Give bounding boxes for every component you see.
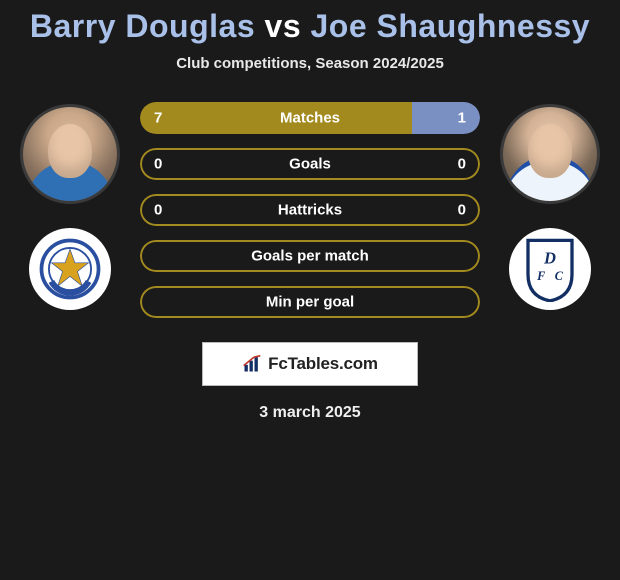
stat-value-left: 7	[154, 110, 162, 127]
stat-value-left: 0	[154, 156, 162, 173]
player1-avatar	[20, 104, 120, 204]
player2-column: D F C	[498, 100, 602, 310]
stat-value-right: 0	[458, 156, 466, 173]
stat-bars: 7 1 Matches 0 0 Goals 0 0 Hattricks Goals per mat…	[140, 100, 480, 318]
brand-label: FcTables.com	[268, 354, 378, 374]
player2-club-crest: D F C	[509, 228, 591, 310]
stat-label: Goals	[289, 156, 331, 173]
stat-label: Matches	[280, 110, 340, 127]
stat-fill-left	[140, 102, 412, 134]
stat-fill-right	[412, 102, 480, 134]
date-label: 3 march 2025	[0, 404, 620, 422]
st-johnstone-crest-icon	[39, 238, 101, 300]
stat-label: Hattricks	[278, 202, 342, 219]
subtitle: Club competitions, Season 2024/2025	[0, 55, 620, 72]
svg-text:C: C	[555, 269, 564, 283]
stat-value-left: 0	[154, 202, 162, 219]
stat-bar: 0 0 Goals	[140, 148, 480, 180]
svg-text:D: D	[543, 249, 556, 268]
stat-bar: 0 0 Hattricks	[140, 194, 480, 226]
title-player2: Joe Shaughnessy	[311, 8, 591, 44]
stat-value-right: 0	[458, 202, 466, 219]
page-title: Barry Douglas vs Joe Shaughnessy	[0, 8, 620, 45]
comparison-row: 7 1 Matches 0 0 Goals 0 0 Hattricks Goals per mat…	[0, 100, 620, 318]
title-player1: Barry Douglas	[30, 8, 255, 44]
bar-chart-icon	[242, 354, 262, 374]
stat-label: Min per goal	[266, 294, 354, 311]
stat-bar: 7 1 Matches	[140, 102, 480, 134]
svg-text:F: F	[536, 269, 545, 283]
stat-value-right: 1	[458, 110, 466, 127]
stat-bar: Min per goal	[140, 286, 480, 318]
player2-avatar	[500, 104, 600, 204]
stat-label: Goals per match	[251, 248, 369, 265]
brand-badge[interactable]: FcTables.com	[202, 342, 418, 386]
stat-bar: Goals per match	[140, 240, 480, 272]
player1-column	[18, 100, 122, 310]
title-vs: vs	[265, 8, 302, 44]
dundee-fc-crest-icon: D F C	[522, 236, 578, 302]
player1-club-crest	[29, 228, 111, 310]
comparison-card: Barry Douglas vs Joe Shaughnessy Club co…	[0, 0, 620, 422]
